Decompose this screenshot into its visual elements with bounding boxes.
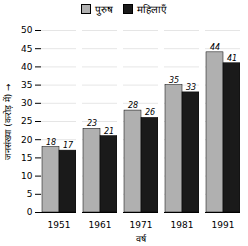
svg-text:41: 41 (227, 54, 237, 63)
svg-text:15: 15 (21, 153, 32, 163)
svg-text:17: 17 (63, 141, 74, 150)
svg-text:25: 25 (21, 116, 32, 126)
html-text:पुरुष: पुरुष (95, 4, 113, 15)
svg-text:35: 35 (169, 76, 179, 85)
svg-text:40: 40 (21, 62, 33, 72)
svg-text:45: 45 (21, 44, 32, 54)
svg-text:0: 0 (27, 207, 33, 217)
svg-text:10: 10 (21, 171, 33, 181)
svg-text:28: 28 (128, 101, 138, 110)
svg-text:वर्ष: वर्ष (136, 233, 147, 244)
svg-text:26: 26 (145, 108, 155, 117)
svg-text:33: 33 (186, 83, 196, 92)
html-text:महिलाएँ: महिलाएँ (137, 4, 167, 15)
svg-text:1971: 1971 (130, 220, 153, 230)
svg-text:35: 35 (21, 80, 32, 90)
svg-text:30: 30 (21, 98, 33, 108)
svg-text:44: 44 (210, 43, 220, 52)
svg-text:5: 5 (27, 189, 33, 199)
svg-text:1961: 1961 (89, 220, 112, 230)
svg-text:50: 50 (21, 25, 33, 35)
svg-text:1991: 1991 (212, 220, 235, 230)
svg-text:1951: 1951 (48, 220, 71, 230)
svg-text:21: 21 (104, 127, 114, 136)
svg-text:1981: 1981 (171, 220, 194, 230)
svg-text:18: 18 (46, 138, 56, 147)
svg-text:23: 23 (87, 119, 97, 128)
svg-text:20: 20 (21, 135, 33, 145)
svg-text:जनसंख्या (करोड़ में) →: जनसंख्या (करोड़ में) → (2, 83, 13, 160)
